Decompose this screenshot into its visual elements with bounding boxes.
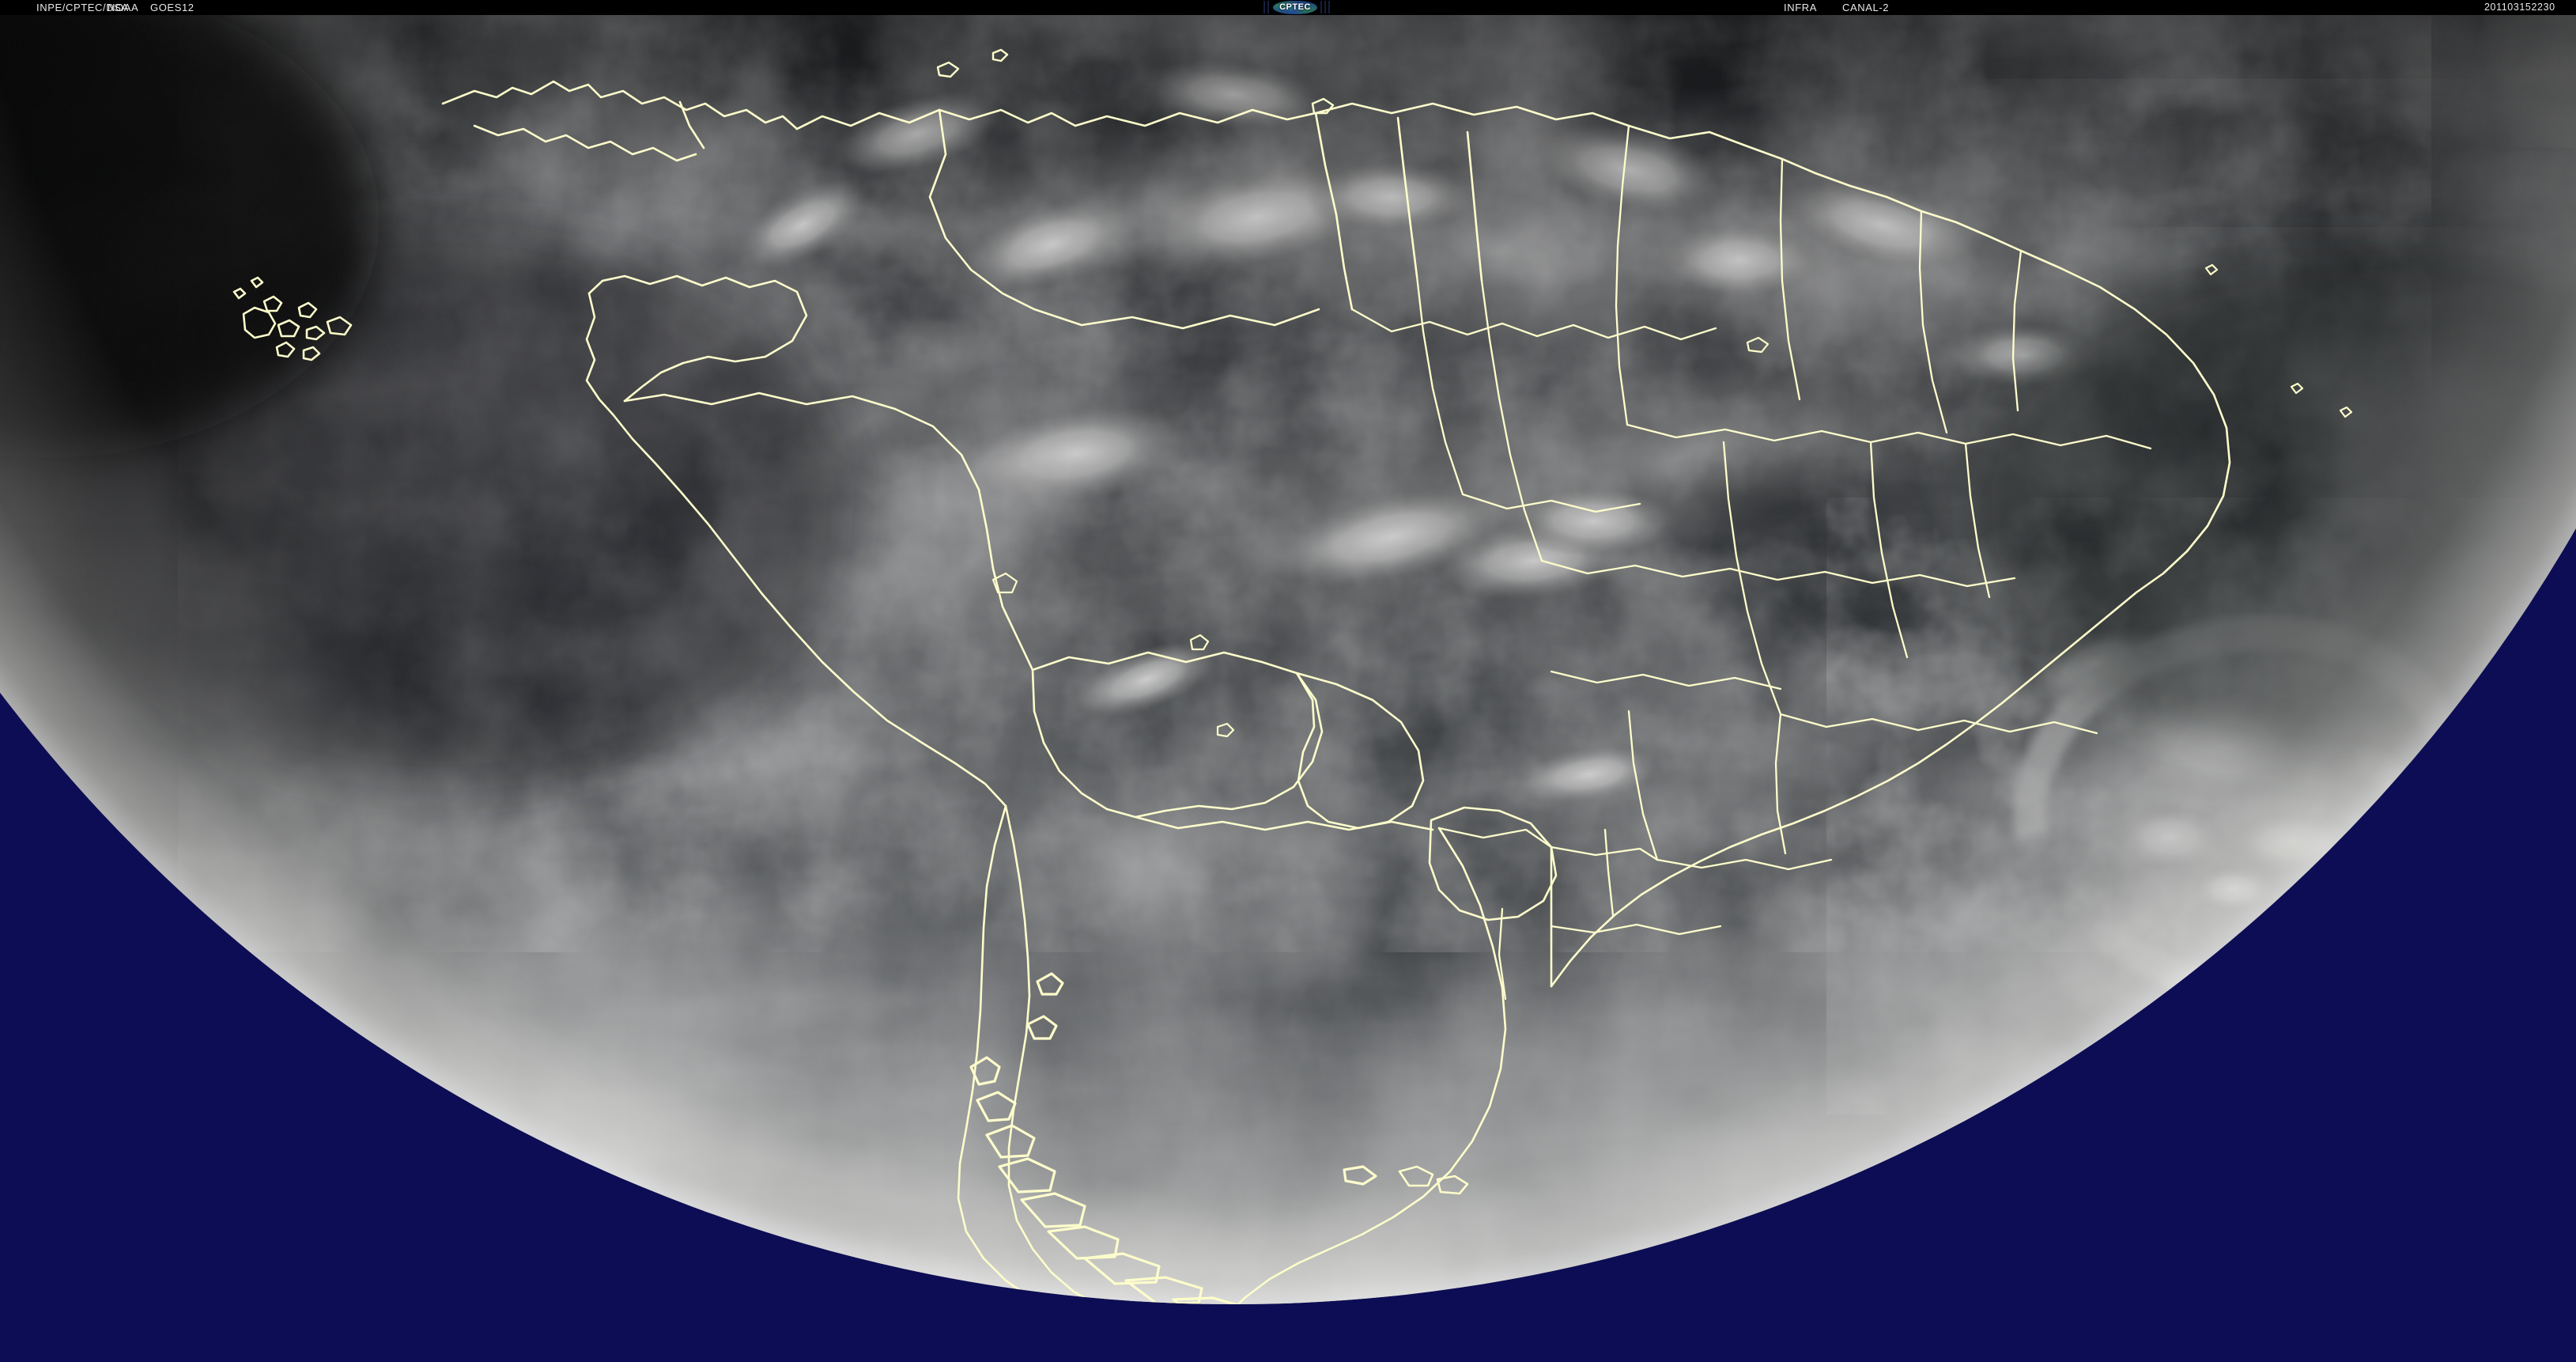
satellite-image-graphic — [0, 15, 2576, 1362]
logo-flank-bar-right — [1320, 1, 1322, 13]
logo-flank-bar-left2 — [1267, 1, 1269, 13]
logo-flank-bar-right2 — [1324, 1, 1326, 13]
cptec-logo-text: CPTEC — [1279, 2, 1311, 12]
logo-flank-bar-right3 — [1328, 1, 1330, 13]
header-agency-label: INPE/CPTEC/DSA — [36, 2, 129, 13]
header-timestamp-label: 201103152230 — [2484, 2, 2555, 13]
cptec-logo-icon: CPTEC — [1273, 1, 1317, 14]
header-band-label: INFRA — [1784, 2, 1817, 13]
logo-flank-bar-left — [1263, 1, 1265, 13]
header-operator-label: NOAA — [108, 2, 139, 13]
header-satellite-label: GOES12 — [150, 2, 195, 13]
image-header-bar: INPE/CPTEC/DSA NOAA GOES12 CPTEC INFRA C… — [0, 0, 2576, 15]
header-channel-label: CANAL-2 — [1842, 2, 1890, 13]
satellite-image-canvas — [0, 15, 2576, 1362]
